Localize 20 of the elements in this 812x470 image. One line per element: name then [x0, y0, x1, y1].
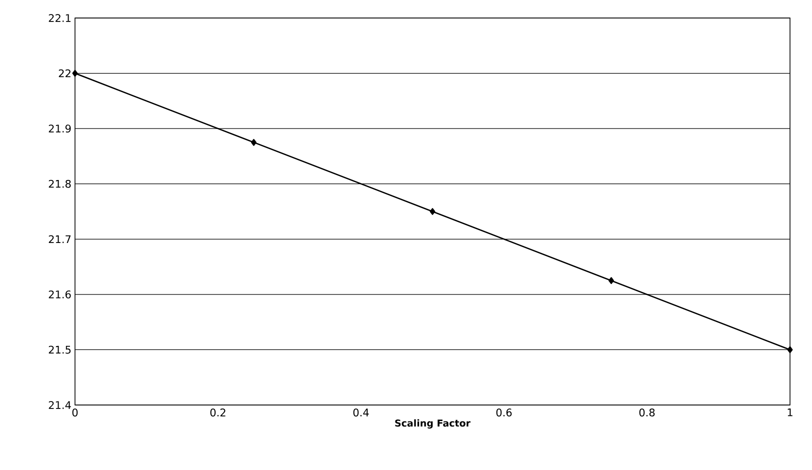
- y-tick-label: 22.1: [48, 14, 71, 22]
- x-tick-label: 0.4: [353, 408, 369, 416]
- point: [787, 346, 793, 354]
- point: [251, 138, 256, 146]
- y-tick-label: 22: [58, 69, 70, 78]
- y-tick-label: 21.8: [48, 180, 71, 188]
- x-tick-label: 1: [788, 408, 792, 416]
- point: [430, 208, 436, 215]
- y-tick-label: 21.4: [48, 401, 71, 409]
- x-tick-label: 0.6: [496, 408, 512, 416]
- y-tick-label: 21.7: [48, 235, 71, 244]
- x-tick-label: 0: [72, 408, 78, 416]
- y-tick-label: 21.5: [48, 346, 71, 354]
- point: [72, 70, 78, 77]
- y-tick-label: 21.6: [48, 290, 71, 298]
- point: [608, 277, 614, 284]
- x-tick-label: 0.8: [639, 408, 655, 416]
- x-tick-label: 0.2: [210, 408, 226, 416]
- x-axis-title: Scaling Factor: [395, 419, 470, 429]
- y-tick-label: 21.9: [48, 124, 71, 133]
